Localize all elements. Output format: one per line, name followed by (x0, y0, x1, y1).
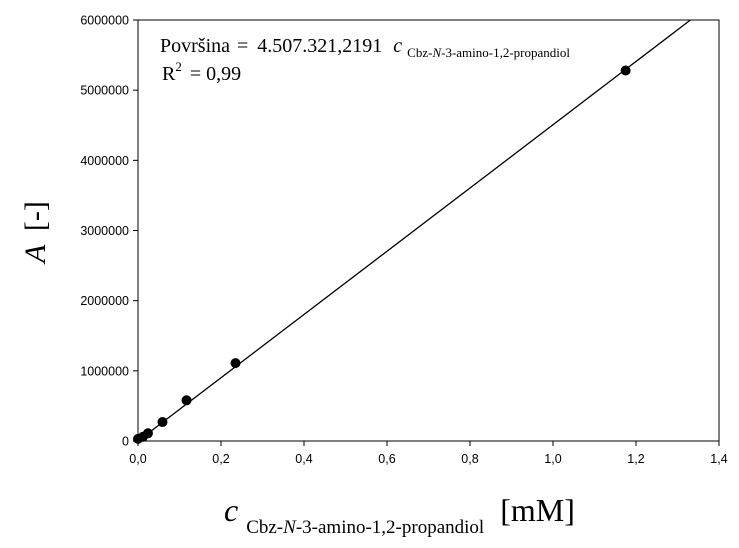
r2-annotation: R2 = 0,99 (162, 54, 241, 85)
x-axis-sub-2: N (282, 517, 297, 538)
equation-sub-1: Cbz- (407, 45, 432, 60)
y-tick-label: 3000000 (80, 224, 129, 238)
fit-line-group (137, 19, 691, 442)
data-points (133, 65, 631, 444)
regression-line (137, 19, 691, 442)
y-axis-unit: [-] (19, 201, 52, 231)
data-point (142, 428, 153, 439)
r2-value: = 0,99 (190, 63, 241, 85)
x-axis-sub-3: -3-amino-1,2-propandiol (296, 517, 484, 538)
data-point (181, 395, 192, 406)
x-tick-label: 1,0 (544, 452, 561, 466)
x-tick-label: 0,4 (295, 452, 312, 466)
equation-var: c (393, 35, 402, 57)
y-tick-label: 2000000 (80, 294, 129, 308)
equation-rhs: 4.507.321,2191 (257, 35, 382, 57)
data-point (620, 65, 631, 76)
x-axis-title: c Cbz-N-3-amino-1,2-propandiol [mM] (224, 492, 575, 540)
y-tick-label: 6000000 (80, 14, 129, 28)
x-tick-label: 1,4 (710, 452, 727, 466)
equation-equals: = (237, 35, 248, 57)
data-point (230, 358, 241, 369)
x-tick-label: 0,0 (129, 452, 146, 466)
x-tick-label: 0,8 (461, 452, 478, 466)
equation-sub-2: N (431, 45, 442, 60)
x-tick-label: 0,2 (212, 452, 229, 466)
y-tick-label: 1000000 (80, 364, 129, 378)
x-axis-var: c (224, 492, 238, 528)
x-axis-sub-1: Cbz- (246, 517, 283, 538)
x-axis-unit: [mM] (500, 492, 575, 528)
r2-sup: 2 (175, 59, 182, 74)
equation-sub-3: -3-amino-1,2-propandiol (441, 45, 570, 60)
r2-label: R (162, 63, 176, 85)
equation-annotation: Površina = 4.507.321,2191 c Cbz-N-3-amin… (160, 35, 570, 60)
x-tick-label: 1,2 (627, 452, 644, 466)
y-tick-label: 5000000 (80, 84, 129, 98)
y-tick-label: 0 (122, 435, 129, 449)
x-tick-label: 0,6 (378, 452, 395, 466)
y-axis-var: A (19, 244, 52, 265)
y-tick-label: 4000000 (80, 154, 129, 168)
y-axis-ticks: 0 1000000 2000000 3000000 4000000 5000000 6000… (80, 14, 138, 449)
data-point (157, 417, 168, 428)
y-axis-title: A [-] (19, 201, 52, 265)
equation-lhs: Površina (160, 35, 230, 57)
x-axis-ticks: 0,0 0,2 0,4 0,6 0,8 1,0 1,2 1,4 (129, 441, 728, 466)
